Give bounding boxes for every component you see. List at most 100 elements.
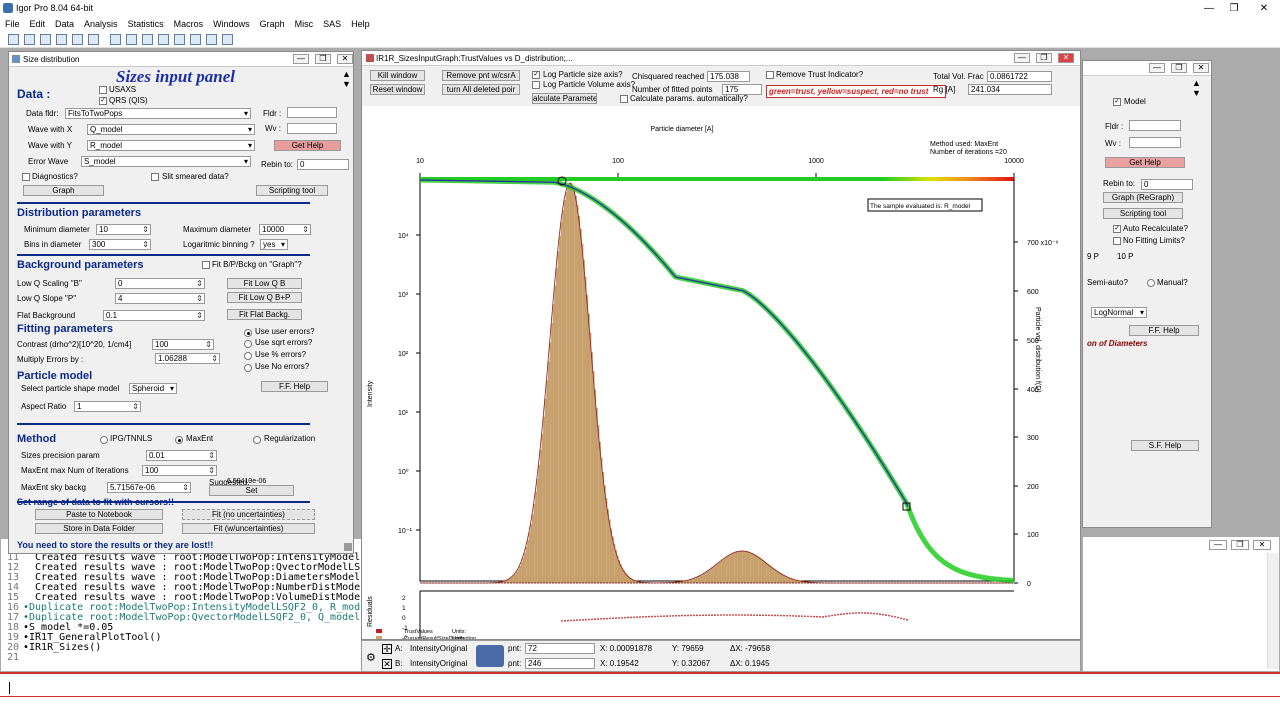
contrast-field[interactable]: 100 [152, 339, 214, 350]
graph-icon[interactable] [110, 34, 121, 45]
data-browser-icon[interactable] [174, 34, 185, 45]
model-checkbox[interactable]: ✓ [1113, 98, 1121, 106]
menu-misc[interactable]: Misc [294, 19, 314, 29]
history-scrollbar[interactable] [1267, 553, 1279, 669]
menu-windows[interactable]: Windows [213, 19, 250, 29]
table-icon[interactable] [88, 34, 99, 45]
fit-with-uncertainties-button[interactable]: Fit (w/uncertainties) [182, 523, 315, 534]
graph-button[interactable]: Graph [23, 185, 104, 196]
kill-window-button[interactable]: Kill window [370, 70, 425, 81]
use-no-errors-radio[interactable] [244, 364, 252, 372]
menu-statistics[interactable]: Statistics [127, 19, 164, 29]
maxent-radio[interactable] [175, 436, 183, 444]
close-icon[interactable]: ✕ [1058, 53, 1074, 63]
aspect-field[interactable]: 1 [74, 401, 141, 412]
pnt-a-field[interactable]: 72 [525, 643, 595, 654]
menu-help[interactable]: Help [351, 19, 370, 29]
gear-icon[interactable]: ⚙ [366, 652, 376, 664]
save-icon[interactable] [40, 34, 51, 45]
calc-auto-checkbox[interactable] [620, 95, 628, 103]
cursor-slider-icon[interactable] [476, 645, 504, 667]
error-wave-select[interactable]: S_model [81, 156, 251, 167]
auto-recalc-checkbox[interactable]: ✓ [1113, 225, 1121, 233]
chi-field[interactable]: 175.038 [707, 71, 750, 82]
close-icon[interactable]: ✕ [1253, 540, 1271, 550]
regularization-radio[interactable] [253, 436, 261, 444]
fit-no-uncertainties-button[interactable]: Fit (no uncertainties) [182, 509, 315, 520]
rebin-field[interactable]: 0 [297, 159, 349, 170]
ff-help-button[interactable]: F.F. Help [261, 381, 328, 392]
panel-scroll[interactable]: ▲ ▼ [342, 69, 351, 89]
print-icon[interactable] [56, 34, 67, 45]
remove-trust-checkbox[interactable] [766, 71, 774, 79]
nfit-field[interactable]: 175 [722, 84, 762, 95]
minimize-icon[interactable]: — [1149, 63, 1165, 73]
skybckg-field[interactable]: 5.71567e-06 [107, 482, 191, 493]
help-icon[interactable] [222, 34, 233, 45]
wave-x-select[interactable]: Q_model [87, 124, 255, 135]
menu-data[interactable]: Data [55, 19, 75, 29]
scripting-tool-button[interactable]: Scripting tool [1103, 208, 1183, 219]
fit-bpbckg-checkbox[interactable] [202, 261, 210, 269]
logbin-select[interactable]: yes [260, 239, 288, 250]
calculate-params-button[interactable]: alculate Paramete [532, 93, 597, 104]
min-diameter-field[interactable]: 10 [96, 224, 151, 235]
new-icon[interactable] [8, 34, 19, 45]
minimize-icon[interactable]: — [1204, 3, 1214, 14]
fldr-field[interactable] [1129, 120, 1181, 131]
ff-help-button[interactable]: F.F. Help [1129, 325, 1199, 336]
log-volume-checkbox[interactable] [532, 81, 540, 89]
store-data-folder-button[interactable]: Store in Data Folder [35, 523, 163, 534]
turn-all-deleted-button[interactable]: turn All deleted poir [442, 84, 520, 95]
maxiter-field[interactable]: 100 [142, 465, 217, 476]
diagnostics-checkbox[interactable] [22, 173, 30, 181]
use-pct-errors-radio[interactable] [244, 352, 252, 360]
notebook-icon[interactable] [142, 34, 153, 45]
lowq-p-field[interactable]: 4 [115, 293, 205, 304]
restore-icon[interactable]: ❐ [1231, 540, 1249, 550]
layout-icon[interactable] [126, 34, 137, 45]
scripting-tool-button[interactable]: Scripting tool [256, 185, 328, 196]
procedure-icon[interactable] [158, 34, 169, 45]
get-help-button[interactable]: Get Help [274, 140, 341, 151]
remove-point-button[interactable]: Remove pnt w/csrA [442, 70, 520, 81]
wv-field[interactable] [1129, 137, 1181, 148]
minimize-icon[interactable]: — [293, 54, 309, 64]
menu-analysis[interactable]: Analysis [84, 19, 118, 29]
restore-icon[interactable]: ❐ [1171, 63, 1187, 73]
restore-icon[interactable]: ❐ [315, 54, 331, 64]
wv-field[interactable] [287, 123, 337, 134]
menu-edit[interactable]: Edit [29, 19, 46, 29]
resize-grip-icon[interactable] [344, 543, 352, 551]
slit-smeared-checkbox[interactable] [151, 173, 159, 181]
fit-flat-bg-button[interactable]: Fit Flat Backg. [227, 309, 302, 320]
minimize-icon[interactable]: — [1014, 53, 1030, 63]
reset-window-button[interactable]: Reset window [370, 84, 425, 95]
usaxs-checkbox[interactable] [99, 86, 107, 94]
close-icon[interactable]: ✕ [337, 54, 353, 64]
plot-area[interactable]: Particle diameter [A]10 100 1000 10000Metho… [362, 107, 1080, 639]
total-vol-frac-field[interactable]: 0.0861722 [987, 71, 1052, 82]
log-size-checkbox[interactable]: ✓ [532, 71, 540, 79]
minimize-icon[interactable]: — [1209, 540, 1227, 550]
mult-errors-field[interactable]: 1.06288 [155, 353, 220, 364]
fit-lowq-bp-button[interactable]: Fit Low Q B+P [227, 292, 302, 303]
tab-9p[interactable]: 9 P [1087, 252, 1100, 261]
max-diameter-field[interactable]: 10000 [259, 224, 311, 235]
command-line[interactable] [0, 672, 1280, 720]
cursor-b-icon[interactable]: ✕ [382, 659, 392, 669]
use-sqrt-errors-radio[interactable] [244, 340, 252, 348]
ipg-radio[interactable] [100, 436, 108, 444]
rebin-field[interactable]: 0 [1141, 179, 1193, 190]
restore-icon[interactable]: ❐ [1229, 3, 1239, 14]
shape-select[interactable]: Spheroid [129, 383, 177, 394]
paste-notebook-button[interactable]: Paste to Notebook [35, 509, 163, 520]
rg-field[interactable]: 241.034 [968, 84, 1052, 95]
menu-graph[interactable]: Graph [259, 19, 285, 29]
no-limits-checkbox[interactable] [1113, 237, 1121, 245]
cursor-a-icon[interactable]: ✛ [382, 644, 392, 654]
command-history[interactable]: 11 Created results wave : root:ModelTwoP… [0, 538, 366, 672]
manual-radio[interactable] [1147, 279, 1155, 287]
sf-help-button[interactable]: S.F. Help [1131, 440, 1199, 451]
gear-icon[interactable] [206, 34, 217, 45]
